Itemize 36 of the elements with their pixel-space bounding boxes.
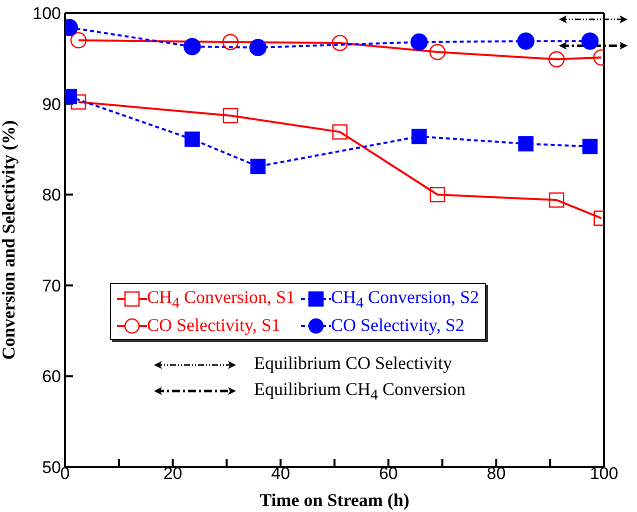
point — [70, 94, 86, 110]
x-tick-label: 0 — [60, 464, 70, 484]
legend-label: CH$_{4}$ Conversion, S1 — [147, 287, 296, 312]
point — [410, 33, 428, 51]
point — [250, 158, 266, 174]
y-tick-label: 90 — [42, 94, 61, 114]
point — [222, 34, 239, 50]
legend-label: CO Selectivity, S2 — [331, 314, 464, 335]
point — [332, 34, 348, 52]
legend-label: CO Selectivity, S1 — [147, 314, 280, 335]
point — [249, 38, 267, 56]
point — [517, 32, 534, 50]
point — [70, 32, 87, 48]
y-tick-label: 60 — [42, 367, 61, 386]
y-axis-title: Conversion and Selectivity (%) — [0, 120, 18, 360]
legend-label: CH$_{4}$ Conversion, S2 — [331, 287, 480, 312]
point — [582, 138, 598, 154]
point — [548, 51, 565, 68]
point — [184, 132, 200, 147]
point — [332, 124, 348, 140]
point — [411, 128, 427, 144]
point — [518, 136, 534, 152]
y-tick-label: 100 — [32, 4, 61, 24]
point — [429, 44, 446, 60]
point — [581, 32, 599, 50]
point — [548, 192, 564, 208]
legend-label: Equilibrium CH$_{4}$ Conversion — [254, 379, 466, 404]
legend-label: Equilibrium CO Selectivity — [254, 353, 452, 374]
point — [184, 38, 201, 56]
x-tick-label: 100 — [590, 464, 618, 484]
point — [430, 186, 446, 202]
y-tick-label: 80 — [42, 186, 61, 205]
point — [222, 108, 238, 124]
y-tick-label: 70 — [42, 276, 61, 296]
y-tick-label: 50 — [42, 458, 61, 478]
x-axis-title: Time on Stream (h) — [260, 490, 410, 510]
